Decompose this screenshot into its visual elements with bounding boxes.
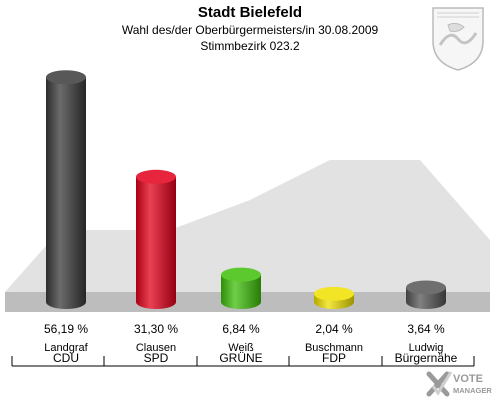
candidate-label: Ludwig: [409, 342, 444, 354]
vote-manager-logo: VOTE MANAGER: [426, 371, 492, 397]
chart-subtitle: Wahl des/der Oberbürgermeisters/in 30.08…: [121, 23, 379, 37]
district-label: Stimmbezirk 023.2: [200, 39, 300, 53]
bar-spd: [136, 176, 176, 309]
bar-cdu: [46, 77, 86, 310]
logo-line2: MANAGER: [453, 386, 492, 395]
chart-title: Stadt Bielefeld: [197, 4, 303, 21]
bar-top-2: [221, 267, 261, 282]
value-label: 6,84 %: [222, 322, 260, 336]
bar-top-0: [46, 70, 86, 85]
candidate-label: Buschmann: [305, 342, 363, 354]
value-label: 31,30 %: [134, 322, 178, 336]
value-label: 3,64 %: [407, 322, 445, 336]
bar-top-1: [136, 169, 176, 184]
bar-top-4: [406, 280, 446, 295]
coat-of-arms-icon: [432, 7, 484, 71]
party-label: GRÜNE: [219, 351, 262, 365]
logo-line1: VOTE: [453, 373, 483, 385]
party-label: CDU: [53, 351, 79, 365]
checkmark-x-icon: [426, 371, 453, 397]
party-label: Bürgernähe: [395, 351, 458, 365]
value-label: 2,04 %: [315, 322, 353, 336]
value-label: 56,19 %: [44, 322, 88, 336]
bar-top-3: [314, 286, 354, 301]
party-label: FDP: [322, 351, 346, 365]
party-label: SPD: [144, 351, 169, 365]
bar-grüne: [221, 274, 261, 309]
candidate-label: Landgraf: [44, 342, 88, 354]
candidate-label: Clausen: [136, 342, 176, 354]
chart-backdrop: [5, 160, 490, 292]
candidate-label: Weiß: [228, 342, 254, 354]
